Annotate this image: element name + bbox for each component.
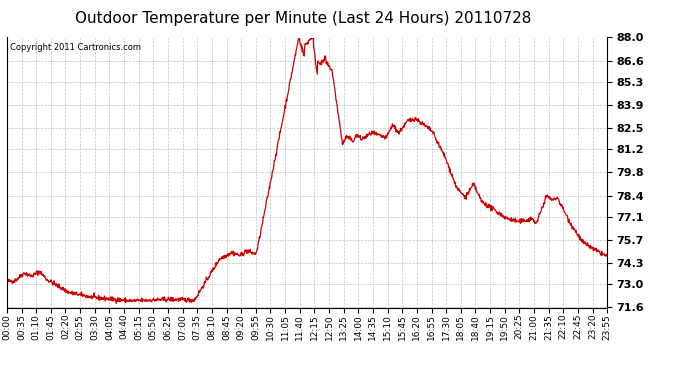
Text: Outdoor Temperature per Minute (Last 24 Hours) 20110728: Outdoor Temperature per Minute (Last 24 … xyxy=(75,11,532,26)
Text: Copyright 2011 Cartronics.com: Copyright 2011 Cartronics.com xyxy=(10,43,141,52)
